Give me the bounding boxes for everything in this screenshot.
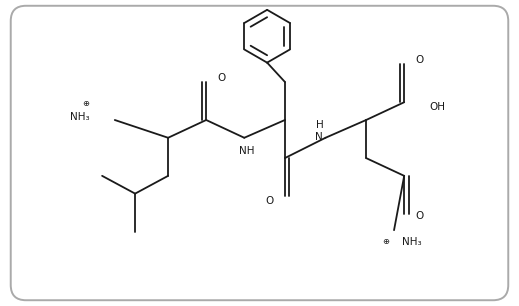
Text: NH₃: NH₃ — [70, 113, 89, 122]
Text: NH: NH — [239, 146, 254, 156]
Text: O: O — [415, 211, 424, 222]
Text: O: O — [217, 73, 226, 83]
Text: O: O — [415, 55, 424, 65]
Text: ⊕: ⊕ — [382, 237, 389, 246]
Text: OH: OH — [430, 102, 446, 112]
FancyBboxPatch shape — [11, 6, 508, 300]
Text: H: H — [316, 120, 323, 130]
Text: NH₃: NH₃ — [402, 237, 421, 247]
Text: O: O — [265, 196, 274, 206]
Text: ⊕: ⊕ — [83, 99, 89, 108]
Text: N: N — [315, 132, 323, 142]
